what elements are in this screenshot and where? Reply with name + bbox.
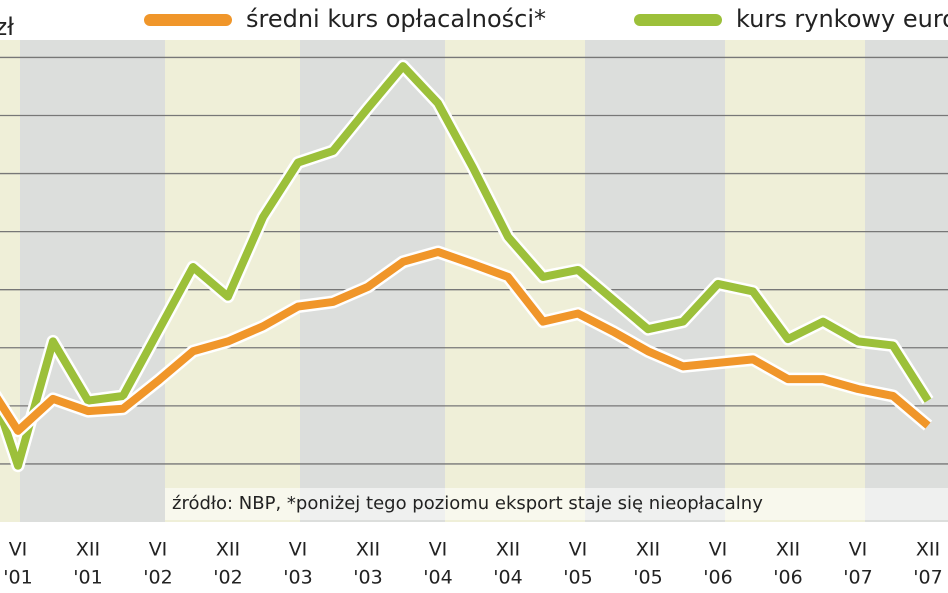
x-tick-label: XII bbox=[916, 539, 940, 561]
x-tick-label: VI bbox=[429, 539, 448, 561]
legend-label: średni kurs opłacalności* bbox=[246, 5, 546, 33]
x-tick-label: '01 bbox=[73, 567, 102, 589]
x-tick-label: '03 bbox=[353, 567, 382, 589]
x-tick-label: '02 bbox=[213, 567, 242, 589]
x-tick-label: '07 bbox=[843, 567, 872, 589]
unit-label: zł bbox=[0, 13, 14, 41]
x-tick-label: '03 bbox=[283, 567, 312, 589]
band bbox=[865, 40, 948, 522]
x-tick-label: VI bbox=[569, 539, 588, 561]
lines bbox=[0, 59, 934, 473]
x-tick-label: XII bbox=[636, 539, 660, 561]
x-axis: VI '01 XII '01 VI '02 XII '02 VI '03 XII '03 VI '04 XI… bbox=[3, 539, 942, 589]
grid bbox=[0, 56, 948, 465]
x-tick-label: '02 bbox=[143, 567, 172, 589]
x-tick-label: '04 bbox=[493, 567, 522, 589]
x-tick-label: '05 bbox=[563, 567, 592, 589]
band bbox=[725, 40, 865, 522]
x-tick-label: '05 bbox=[633, 567, 662, 589]
x-tick-label: XII bbox=[356, 539, 380, 561]
x-tick-label: VI bbox=[709, 539, 728, 561]
x-tick-label: VI bbox=[849, 539, 868, 561]
legend-label: kurs rynkowy euro bbox=[736, 5, 948, 33]
x-tick-label: XII bbox=[496, 539, 520, 561]
x-tick-label: XII bbox=[216, 539, 240, 561]
background-bands bbox=[0, 40, 948, 522]
band bbox=[585, 40, 725, 522]
band bbox=[20, 40, 165, 522]
x-tick-label: XII bbox=[76, 539, 100, 561]
legend: średni kurs opłacalności* kurs rynkowy eu… bbox=[144, 5, 948, 33]
x-tick-label: '01 bbox=[3, 567, 32, 589]
x-tick-label: '04 bbox=[423, 567, 452, 589]
x-tick-label: '06 bbox=[703, 567, 732, 589]
x-tick-label: '06 bbox=[773, 567, 802, 589]
x-tick-label: VI bbox=[289, 539, 308, 561]
x-tick-label: XII bbox=[776, 539, 800, 561]
x-tick-label: VI bbox=[9, 539, 28, 561]
x-tick-label: VI bbox=[149, 539, 168, 561]
source: źródło: NBP, *poniżej tego poziomu ekspo… bbox=[172, 493, 763, 514]
x-tick-label: '07 bbox=[913, 567, 942, 589]
series-line bbox=[0, 62, 932, 470]
series-line bbox=[0, 247, 931, 435]
source-bg bbox=[165, 488, 948, 520]
